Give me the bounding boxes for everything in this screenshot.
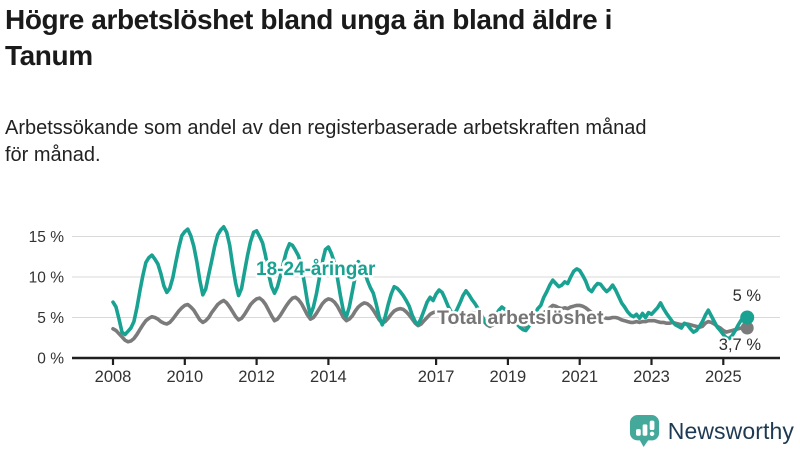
series-label-youth: 18-24-åringar	[256, 259, 376, 280]
series-line-total	[111, 295, 750, 344]
end-dot-youth	[740, 310, 755, 325]
title-line-1: Högre arbetslöshet bland unga än bland ä…	[5, 4, 613, 35]
x-tick-label-2010: 2010	[166, 368, 203, 386]
subtitle-line-1: Arbetssökande som andel av den registerb…	[5, 117, 647, 139]
logo-wordmark: Newsworthy	[667, 417, 794, 444]
y-tick-label-15: 15 %	[29, 229, 65, 246]
subtitle-line-2: för månad.	[5, 144, 101, 166]
series-line-youth	[111, 225, 750, 341]
y-tick-label-5: 5 %	[37, 310, 64, 327]
title-line-2: Tanum	[5, 40, 93, 71]
x-tick-label-2014: 2014	[310, 368, 347, 386]
y-axis-labels: 0 % 5 % 10 % 15 %	[29, 229, 65, 368]
series-end-dots	[740, 310, 755, 335]
x-tick-label-2017: 2017	[418, 368, 455, 386]
end-dot-total	[740, 321, 754, 335]
chart-subtitle: Arbetssökande som andel av den registerb…	[5, 115, 785, 169]
series-label-total: Total arbetslöshet	[437, 307, 604, 329]
series-lines	[111, 225, 750, 344]
end-value-label-total: 3,7 %	[719, 336, 762, 354]
y-tick-label-0: 0 %	[37, 351, 64, 368]
x-tick-label-2023: 2023	[633, 368, 670, 386]
page-title: Högre arbetslöshet bland unga än bland ä…	[5, 2, 785, 74]
x-tick-label-2012: 2012	[238, 368, 275, 386]
bar-chart-pin-icon	[629, 415, 659, 447]
y-tick-label-10: 10 %	[29, 270, 65, 287]
newsworthy-logo: Newsworthy	[629, 414, 794, 448]
x-tick-label-2008: 2008	[95, 368, 132, 386]
x-tick-label-2021: 2021	[561, 368, 598, 386]
x-tick-label-2025: 2025	[705, 368, 742, 386]
end-value-label-youth: 5 %	[733, 287, 762, 305]
x-tick-label-2019: 2019	[490, 368, 527, 386]
x-axis-labels: 2008 2010 2012 2014 2017 2019 2021 2023 2025	[95, 358, 742, 386]
